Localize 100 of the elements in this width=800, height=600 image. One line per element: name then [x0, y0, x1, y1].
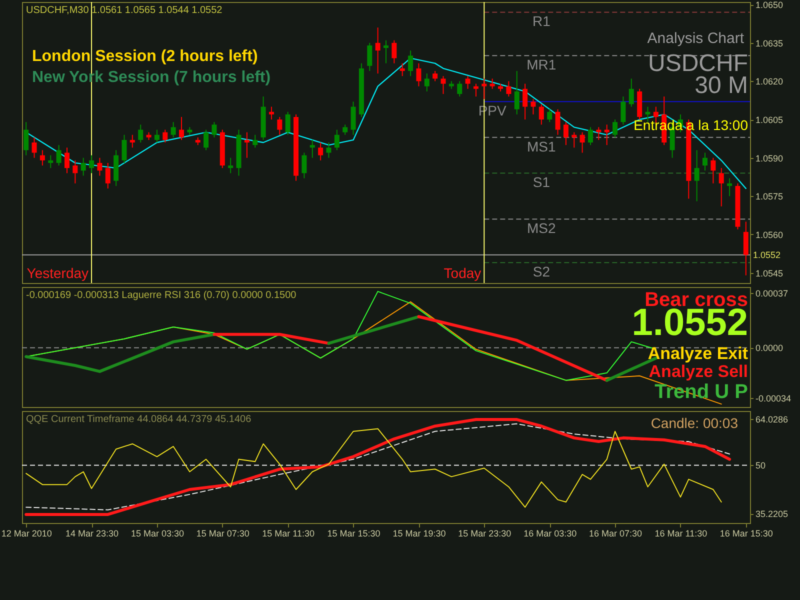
candlestick — [244, 132, 250, 158]
candlestick — [302, 152, 307, 179]
candlestick — [588, 126, 593, 146]
candlestick — [718, 168, 724, 207]
candlestick — [228, 157, 234, 174]
candlestick — [457, 80, 462, 98]
x-tick-label: 15 Mar 03:30 — [130, 528, 184, 538]
y-tick-label: 0.00037 — [756, 288, 788, 298]
y-tick-label: 1.0605 — [756, 115, 784, 126]
y-tick-label: 1.0620 — [756, 76, 784, 87]
x-tick-label: 15 Mar 07:30 — [196, 528, 250, 538]
candlestick — [572, 132, 577, 148]
y-tick-label: 1.0560 — [756, 230, 784, 240]
y-tick-label: 1.0635 — [756, 38, 784, 48]
candlestick — [400, 62, 405, 77]
candlestick — [465, 76, 470, 90]
candlestick — [154, 129, 160, 143]
candlestick — [408, 50, 414, 77]
candlestick — [285, 111, 290, 136]
chart-title: USDCHF,M30 1.0561 1.0565 1.0544 1.0552 — [26, 5, 223, 16]
candlestick — [514, 70, 520, 115]
annotation: Candle: 00:03 — [650, 415, 738, 431]
candlestick — [326, 142, 332, 158]
x-tick-label: 15 Mar 23:30 — [458, 528, 512, 538]
ref-line-label: MS2 — [527, 220, 556, 236]
chart-title: -0.000169 -0.000313 Laguerre RSI 316 (0.70) 0.0000 0.1500 — [26, 290, 297, 301]
y-tick-label: 50 — [756, 460, 766, 471]
y-tick-label: 1.0590 — [756, 153, 784, 164]
candlestick — [350, 101, 356, 136]
x-tick-label: 16 Mar 11:30 — [654, 528, 708, 538]
candlestick — [56, 144, 62, 166]
candlestick — [392, 40, 397, 64]
candlestick — [268, 106, 274, 120]
candlestick — [596, 126, 602, 140]
candlestick — [130, 134, 135, 148]
candlestick — [72, 160, 78, 184]
candlestick — [97, 157, 102, 176]
candlestick — [727, 178, 732, 197]
candlestick — [170, 122, 176, 138]
candlestick — [138, 124, 144, 143]
annotation: Analyze Exit — [648, 344, 748, 363]
candlestick — [310, 139, 315, 158]
candlestick — [334, 129, 340, 151]
candlestick — [743, 221, 748, 276]
candlestick — [424, 73, 430, 92]
candlestick — [318, 142, 324, 161]
x-tick-label: 15 Mar 19:30 — [392, 528, 446, 538]
y-tick-label: 35.2205 — [756, 509, 788, 520]
candlestick — [277, 116, 282, 136]
candlestick — [32, 136, 37, 158]
candlestick — [628, 78, 634, 108]
chart-title: QQE Current Timeframe 44.0864 44.7379 45.1406 — [26, 414, 252, 425]
x-tick-label: 16 Mar 15:30 — [720, 528, 773, 538]
candlestick — [375, 27, 380, 74]
candlestick — [555, 108, 560, 136]
candlestick — [563, 122, 568, 146]
candlestick — [482, 78, 487, 100]
y-tick-label: 0.0000 — [756, 343, 784, 354]
candlestick — [252, 134, 258, 148]
candlestick — [432, 70, 438, 82]
candlestick — [440, 76, 446, 94]
x-tick-label: 15 Mar 15:30 — [327, 528, 380, 538]
candlestick — [580, 132, 585, 154]
candlestick — [204, 129, 209, 151]
candlestick — [342, 124, 348, 136]
candlestick — [162, 129, 168, 143]
candlestick — [710, 157, 716, 184]
ref-line-label: Yesterday — [26, 265, 89, 281]
candlestick — [384, 40, 388, 64]
ref-line-label: S1 — [532, 174, 550, 190]
ref-line-label: MR1 — [526, 56, 556, 73]
annotation: Analysis Chart — [647, 30, 745, 47]
ref-line-label: Today — [444, 265, 482, 281]
candlestick — [522, 83, 528, 120]
candlestick — [547, 108, 552, 123]
x-tick-label: 15 Mar 11:30 — [262, 528, 315, 538]
line-series — [24, 332, 216, 373]
candlestick — [473, 83, 478, 98]
candlestick — [416, 62, 422, 87]
ref-line-label: S2 — [532, 264, 550, 280]
candlestick — [89, 154, 94, 174]
candlestick — [538, 104, 544, 126]
candlestick — [612, 119, 618, 138]
candlestick — [694, 150, 700, 202]
ref-line-label: 1.0552 — [753, 250, 781, 260]
candlestick — [179, 116, 184, 140]
candlestick — [530, 98, 536, 115]
candlestick — [604, 124, 610, 146]
candlestick — [702, 152, 708, 172]
ref-line-label: MS1 — [527, 138, 556, 154]
annotation: London Session (2 hours left) — [32, 48, 258, 65]
x-tick-label: 16 Mar 03:30 — [524, 528, 577, 538]
candlestick — [105, 162, 110, 189]
candlestick — [506, 80, 512, 98]
y-tick-label: 1.0650 — [756, 0, 784, 10]
candlestick — [122, 134, 127, 164]
candlestick — [80, 157, 86, 176]
x-tick-label: 16 Mar 07:30 — [589, 528, 642, 538]
candlestick — [24, 122, 29, 156]
candlestick — [64, 147, 70, 174]
